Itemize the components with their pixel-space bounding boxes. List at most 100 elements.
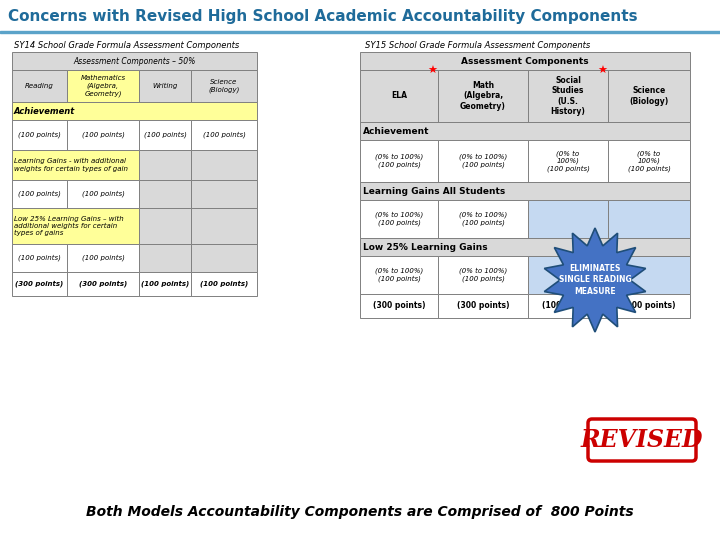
Text: (100 points): (100 points) xyxy=(541,301,594,310)
Bar xyxy=(360,52,690,70)
Text: (100 points): (100 points) xyxy=(18,132,61,138)
Bar xyxy=(438,294,528,318)
Text: (100 points): (100 points) xyxy=(81,132,125,138)
FancyBboxPatch shape xyxy=(588,419,696,461)
Bar xyxy=(139,272,191,296)
Bar xyxy=(139,70,191,102)
Bar xyxy=(191,150,257,180)
Bar xyxy=(360,70,438,122)
Text: (100 points): (100 points) xyxy=(141,281,189,287)
Text: Both Models Accountability Components are Comprised of  800 Points: Both Models Accountability Components ar… xyxy=(86,505,634,519)
Text: (100 points): (100 points) xyxy=(200,281,248,287)
Text: Achievement: Achievement xyxy=(363,126,430,136)
Bar xyxy=(67,180,139,208)
Text: (100 points): (100 points) xyxy=(81,191,125,197)
Bar xyxy=(12,180,67,208)
Bar xyxy=(191,244,257,272)
Bar xyxy=(360,238,690,256)
Text: (0% to
100%)
(100 points): (0% to 100%) (100 points) xyxy=(546,150,590,172)
Text: Assessment Components – 50%: Assessment Components – 50% xyxy=(73,57,196,65)
Bar xyxy=(12,102,257,120)
Bar xyxy=(191,70,257,102)
Bar xyxy=(12,244,67,272)
Bar xyxy=(360,256,438,294)
Text: Learning Gains - with additional
weights for certain types of gain: Learning Gains - with additional weights… xyxy=(14,158,128,172)
Bar xyxy=(360,182,690,200)
Bar xyxy=(67,120,139,150)
Text: (100 points): (100 points) xyxy=(202,132,246,138)
Text: (100 points): (100 points) xyxy=(143,132,186,138)
Text: (100 points): (100 points) xyxy=(623,301,675,310)
Bar xyxy=(139,180,191,208)
Text: ★: ★ xyxy=(597,66,607,76)
Bar xyxy=(360,200,438,238)
Bar xyxy=(438,140,528,182)
Bar xyxy=(528,70,608,122)
Text: Low 25% Learning Gains: Low 25% Learning Gains xyxy=(363,242,487,252)
Bar xyxy=(191,120,257,150)
Text: Mathematics
(Algebra,
Geometry): Mathematics (Algebra, Geometry) xyxy=(81,76,125,97)
Text: (300 points): (300 points) xyxy=(79,281,127,287)
Text: (0% to 100%)
(100 points): (0% to 100%) (100 points) xyxy=(459,212,507,226)
Text: (100 points): (100 points) xyxy=(18,255,61,261)
Bar xyxy=(608,256,690,294)
Text: (0% to 100%)
(100 points): (0% to 100%) (100 points) xyxy=(375,154,423,168)
Text: Low 25% Learning Gains – with
additional weights for certain
types of gains: Low 25% Learning Gains – with additional… xyxy=(14,216,124,236)
Text: REVISED: REVISED xyxy=(581,428,703,452)
Bar xyxy=(139,208,191,244)
Bar xyxy=(191,180,257,208)
Bar xyxy=(191,208,257,244)
Bar xyxy=(608,200,690,238)
Text: ELA: ELA xyxy=(391,91,407,100)
Text: (300 points): (300 points) xyxy=(456,301,509,310)
Text: SY14 School Grade Formula Assessment Components: SY14 School Grade Formula Assessment Com… xyxy=(14,41,239,50)
Bar xyxy=(139,150,191,180)
Text: (300 points): (300 points) xyxy=(373,301,426,310)
Text: Math
(Algebra,
Geometry): Math (Algebra, Geometry) xyxy=(460,81,506,111)
Bar xyxy=(0,30,720,33)
Bar xyxy=(438,256,528,294)
Bar xyxy=(360,122,690,140)
Bar xyxy=(191,272,257,296)
Bar xyxy=(12,70,67,102)
Text: (0% to
100%)
(100 points): (0% to 100%) (100 points) xyxy=(628,150,670,172)
Text: (0% to 100%)
(100 points): (0% to 100%) (100 points) xyxy=(459,154,507,168)
Text: (100 points): (100 points) xyxy=(18,191,61,197)
Text: Science
(Biology): Science (Biology) xyxy=(629,86,669,106)
Bar xyxy=(528,140,608,182)
Bar xyxy=(608,70,690,122)
Bar xyxy=(12,120,67,150)
Text: Concerns with Revised High School Academic Accountability Components: Concerns with Revised High School Academ… xyxy=(8,9,638,24)
Text: (0% to 100%)
(100 points): (0% to 100%) (100 points) xyxy=(459,268,507,282)
Bar xyxy=(528,200,608,238)
Bar xyxy=(608,294,690,318)
Text: (0% to 100%)
(100 points): (0% to 100%) (100 points) xyxy=(375,268,423,282)
Polygon shape xyxy=(544,228,646,332)
Text: Reading: Reading xyxy=(25,83,54,89)
Bar xyxy=(67,272,139,296)
Bar xyxy=(12,52,257,70)
Bar xyxy=(438,70,528,122)
Text: Writing: Writing xyxy=(153,83,178,89)
Text: ★: ★ xyxy=(427,66,437,76)
Bar xyxy=(12,272,67,296)
Bar xyxy=(0,0,720,30)
Bar xyxy=(528,256,608,294)
Bar xyxy=(139,244,191,272)
Text: ELIMINATES
SINGLE READING
MEASURE: ELIMINATES SINGLE READING MEASURE xyxy=(559,264,631,296)
Text: (100 points): (100 points) xyxy=(81,255,125,261)
Text: (0% to 100%)
(100 points): (0% to 100%) (100 points) xyxy=(375,212,423,226)
Text: Social
Studies
(U.S.
History): Social Studies (U.S. History) xyxy=(551,76,585,116)
Bar xyxy=(12,208,139,244)
Text: Science
(Biology): Science (Biology) xyxy=(208,79,240,93)
Text: Assessment Components: Assessment Components xyxy=(462,57,589,65)
Text: SY15 School Grade Formula Assessment Components: SY15 School Grade Formula Assessment Com… xyxy=(365,41,590,50)
Bar xyxy=(528,294,608,318)
Bar xyxy=(67,244,139,272)
Bar xyxy=(139,120,191,150)
Bar xyxy=(12,150,139,180)
Bar xyxy=(438,200,528,238)
Text: (300 points): (300 points) xyxy=(15,281,63,287)
Bar xyxy=(67,70,139,102)
Text: Learning Gains All Students: Learning Gains All Students xyxy=(363,186,505,195)
